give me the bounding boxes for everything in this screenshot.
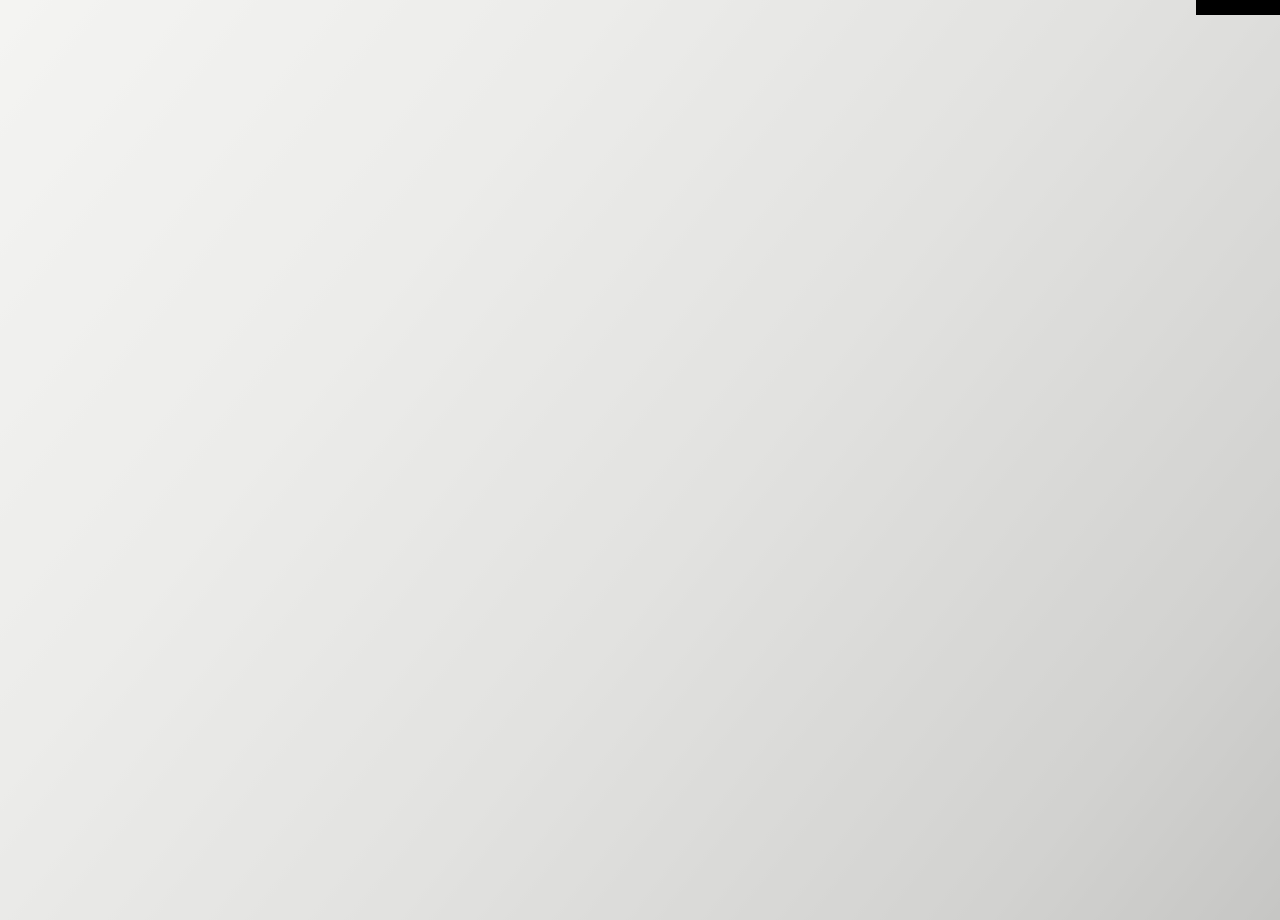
current-price-tag — [1196, 0, 1280, 15]
price-axis[interactable] — [1195, 0, 1280, 893]
time-axis[interactable] — [0, 893, 1280, 920]
